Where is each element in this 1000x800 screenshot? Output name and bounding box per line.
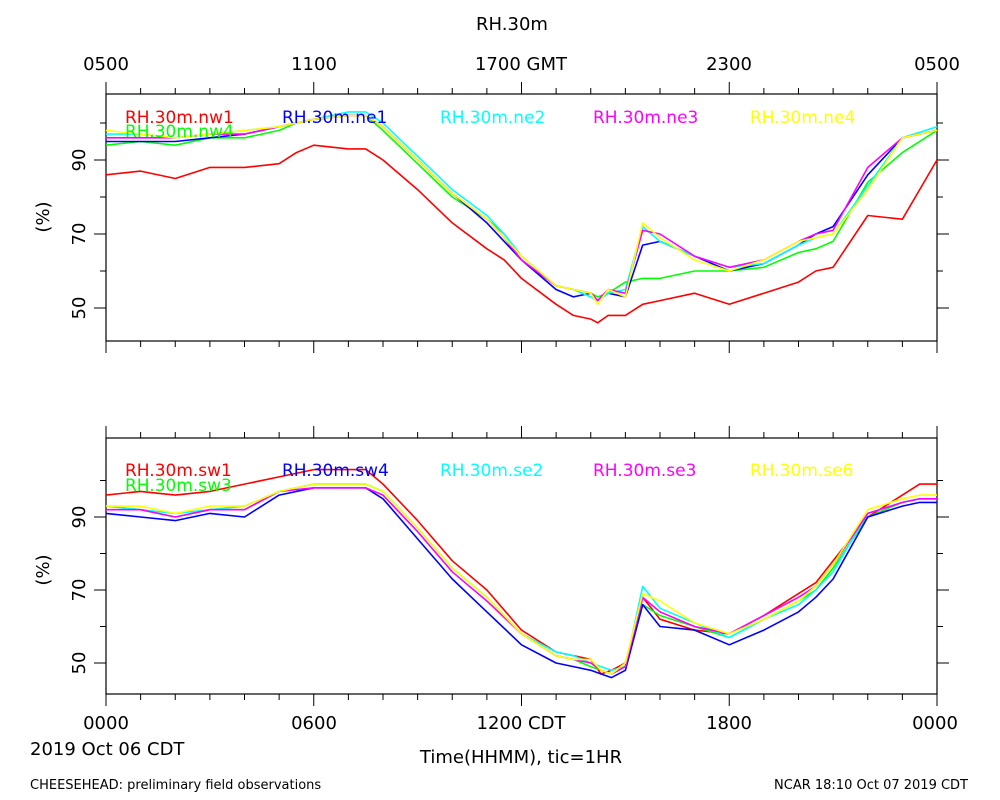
top-panel-ytick-label: 70 [69, 223, 90, 246]
series-line-RH.30m.nw4 [105, 114, 938, 298]
legend-entry-RH.30m.nw1: RH.30m.nw1 [125, 108, 234, 128]
legend-entry-RH.30m.ne1: RH.30m.ne1 [282, 108, 387, 128]
top-axis-tick-label: 2300 [706, 54, 752, 75]
legend-entry-RH.30m.se6: RH.30m.se6 [750, 461, 853, 481]
figure-title: RH.30m [476, 14, 548, 35]
x-axis-label: Time(HHMM), tic=1HR [419, 747, 622, 768]
top-axis-tick-label: 1100 [291, 54, 337, 75]
top-panel-ytick-label: 50 [69, 297, 90, 320]
bottom-axis-tick-label: 0000 [83, 713, 129, 734]
legend-entry-RH.30m.se3: RH.30m.se3 [593, 461, 696, 481]
series-line-RH.30m.nw1 [105, 144, 938, 324]
bottom-panel-ticks [94, 426, 949, 706]
legend-entry-RH.30m.ne2: RH.30m.ne2 [440, 108, 545, 128]
footer-right: NCAR 18:10 Oct 07 2019 CDT [774, 778, 968, 793]
bottom-axis-tick-label: 0600 [291, 713, 337, 734]
top-axis-tick-label: 0500 [914, 54, 960, 75]
series-line-RH.30m.se2 [105, 483, 937, 672]
top-panel-ylabel: (%) [33, 201, 54, 232]
series-line-RH.30m.sw4 [105, 486, 937, 679]
top-axis-tick-label: 1700 GMT [475, 54, 568, 75]
series-line-RH.30m.sw1 [105, 468, 937, 675]
top-axis-tick-label: 0500 [83, 54, 129, 75]
footer-left: CHEESEHEAD: preliminary field observatio… [30, 778, 321, 793]
date-label: 2019 Oct 06 CDT [30, 739, 185, 760]
legend-entry-RH.30m.sw1: RH.30m.sw1 [125, 461, 232, 481]
bottom-panel-ytick-label: 90 [69, 506, 90, 529]
legend-entry-RH.30m.sw4: RH.30m.sw4 [282, 461, 389, 481]
bottom-axis-tick-label: 0000 [912, 713, 958, 734]
legend-entry-RH.30m.se2: RH.30m.se2 [440, 461, 543, 481]
bottom-axis-tick-label: 1200 CDT [477, 713, 567, 734]
legend-entry-RH.30m.sw3: RH.30m.sw3 [125, 476, 232, 496]
legend-entry-RH.30m.nw4: RH.30m.nw4 [125, 122, 234, 142]
bottom-panel-ylabel: (%) [33, 554, 54, 585]
bottom-axis-tick-label: 1800 [706, 713, 752, 734]
bottom-panel-ytick-label: 50 [69, 652, 90, 675]
bottom-panel-ytick-label: 70 [69, 579, 90, 602]
series-line-RH.30m.ne4 [105, 114, 938, 306]
legend-entry-RH.30m.ne4: RH.30m.ne4 [750, 108, 855, 128]
top-panel-ticks [94, 82, 949, 353]
series-line-RH.30m.se6 [106, 483, 937, 675]
top-panel-ytick-label: 90 [69, 149, 90, 172]
bottom-panel-lines [105, 468, 937, 679]
legend-entry-RH.30m.ne3: RH.30m.ne3 [593, 108, 698, 128]
top-panel-lines [105, 111, 938, 324]
